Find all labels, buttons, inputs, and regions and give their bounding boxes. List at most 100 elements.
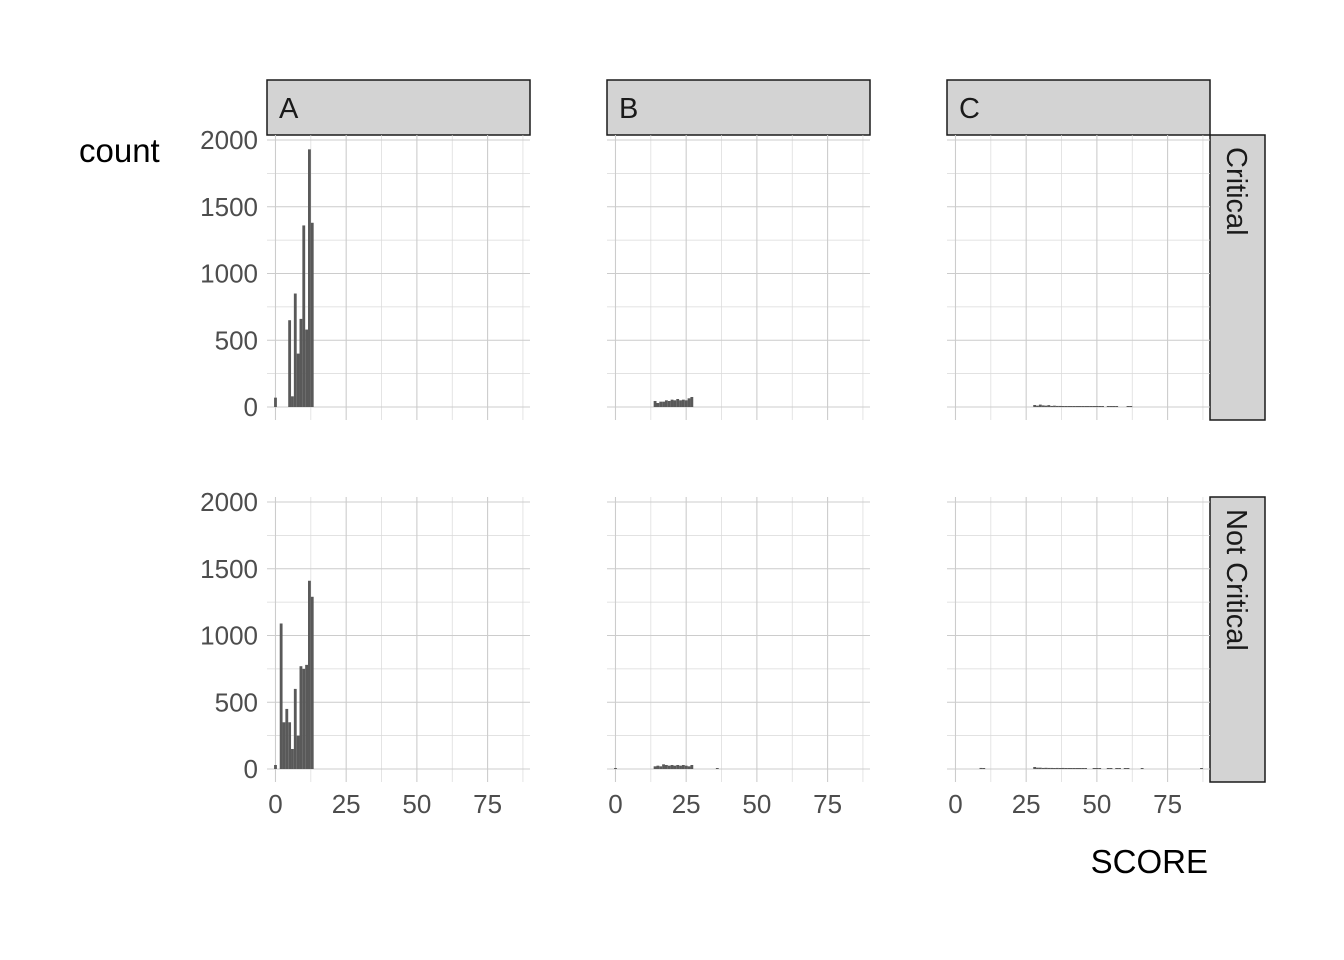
histogram-bar bbox=[1059, 406, 1062, 407]
histogram-bar bbox=[1073, 406, 1076, 407]
y-tick-label: 500 bbox=[215, 687, 258, 717]
histogram-bar bbox=[668, 766, 671, 769]
x-tick-label: 75 bbox=[473, 789, 502, 819]
histogram-bar bbox=[654, 401, 657, 407]
histogram-bar bbox=[1115, 406, 1118, 407]
panel-C-critical bbox=[947, 135, 1210, 420]
histogram-bar bbox=[665, 400, 668, 407]
histogram-bar bbox=[1110, 406, 1113, 407]
x-tick-label: 50 bbox=[402, 789, 431, 819]
y-tick-label: 1000 bbox=[200, 259, 258, 289]
histogram-bar bbox=[300, 666, 303, 769]
histogram-bar bbox=[1084, 768, 1087, 769]
histogram-bar bbox=[1118, 768, 1121, 769]
histogram-bar bbox=[1067, 768, 1070, 769]
histogram-bar bbox=[291, 396, 294, 407]
histogram-bar bbox=[1064, 406, 1067, 407]
histogram-bar bbox=[614, 768, 617, 769]
histogram-bar bbox=[685, 400, 688, 407]
histogram-bar bbox=[659, 402, 662, 407]
histogram-bar bbox=[671, 765, 674, 769]
facet-strip-B: B bbox=[607, 80, 870, 135]
y-tick-label: 0 bbox=[244, 392, 258, 422]
y-axis-title: count bbox=[79, 132, 160, 169]
histogram-bar bbox=[305, 665, 308, 769]
histogram-bar bbox=[1070, 768, 1073, 769]
facet-strip-label: C bbox=[959, 93, 980, 125]
histogram-bar bbox=[302, 669, 305, 769]
histogram-bar bbox=[654, 766, 657, 769]
panel-A-critical bbox=[267, 135, 530, 420]
histogram-bar bbox=[1079, 768, 1082, 769]
row-strip-critical: Critical bbox=[1210, 135, 1265, 420]
histogram-bar bbox=[285, 709, 288, 769]
histogram-bar bbox=[982, 768, 985, 769]
histogram-bar bbox=[662, 402, 665, 407]
histogram-bar bbox=[280, 623, 283, 769]
histogram-bar bbox=[685, 766, 688, 769]
histogram-bar bbox=[1053, 406, 1056, 407]
histogram-bar bbox=[673, 400, 676, 407]
histogram-bar bbox=[302, 225, 305, 407]
histogram-bar bbox=[1033, 405, 1036, 407]
histogram-bar bbox=[676, 765, 679, 769]
x-tick-label: 25 bbox=[332, 789, 361, 819]
histogram-bar bbox=[1127, 406, 1130, 407]
histogram-bar bbox=[283, 722, 286, 769]
histogram-bar bbox=[1053, 768, 1056, 769]
histogram-bar bbox=[1039, 405, 1042, 407]
facet-strip-A: A bbox=[267, 80, 530, 135]
histogram-bar bbox=[300, 319, 303, 407]
histogram-bar bbox=[659, 766, 662, 769]
histogram-bar bbox=[665, 765, 668, 769]
histogram-bar bbox=[673, 766, 676, 769]
histogram-bar bbox=[1064, 768, 1067, 769]
histogram-bar bbox=[688, 398, 691, 407]
y-tick-label: 0 bbox=[244, 754, 258, 784]
histogram-bar bbox=[1047, 768, 1050, 769]
histogram-bar bbox=[1047, 405, 1050, 407]
y-tick-label: 1500 bbox=[200, 192, 258, 222]
x-tick-label: 25 bbox=[1012, 789, 1041, 819]
histogram-bar bbox=[1101, 406, 1104, 407]
histogram-bar bbox=[294, 689, 297, 769]
histogram-bar bbox=[1129, 406, 1132, 407]
histogram-bar bbox=[1098, 768, 1101, 769]
histogram-bar bbox=[1045, 406, 1048, 407]
panel-B-critical bbox=[607, 135, 870, 420]
histogram-bar bbox=[274, 765, 277, 769]
histogram-bar bbox=[311, 223, 314, 407]
histogram-bar bbox=[679, 400, 682, 407]
y-tick-label: 2000 bbox=[200, 487, 258, 517]
histogram-bar bbox=[1090, 406, 1093, 407]
histogram-bar bbox=[1050, 768, 1053, 769]
histogram-bar bbox=[1141, 768, 1144, 769]
histogram-bar bbox=[1084, 406, 1087, 407]
histogram-bar bbox=[1095, 768, 1098, 769]
histogram-bar bbox=[1081, 768, 1084, 769]
histogram-bar bbox=[1110, 768, 1113, 769]
x-tick-label: 75 bbox=[1153, 789, 1182, 819]
histogram-bar bbox=[1042, 768, 1045, 769]
y-tick-label: 1000 bbox=[200, 621, 258, 651]
histogram-bar bbox=[1115, 768, 1118, 769]
histogram-bar bbox=[1107, 768, 1110, 769]
histogram-bar bbox=[1093, 406, 1096, 407]
histogram-bar bbox=[308, 149, 311, 407]
x-tick-label: 50 bbox=[742, 789, 771, 819]
histogram-bar bbox=[662, 764, 665, 769]
histogram-bar bbox=[294, 294, 297, 407]
histogram-bar bbox=[1200, 768, 1203, 769]
row-strip-label: Critical bbox=[1220, 147, 1252, 236]
histogram-bar bbox=[308, 581, 311, 769]
histogram-bar bbox=[288, 722, 291, 769]
panel-B-not-critical bbox=[607, 497, 870, 782]
histogram-bar bbox=[1076, 768, 1079, 769]
x-tick-label: 25 bbox=[672, 789, 701, 819]
x-tick-label: 75 bbox=[813, 789, 842, 819]
histogram-bar bbox=[1093, 768, 1096, 769]
histogram-bar bbox=[656, 403, 659, 407]
histogram-bar bbox=[1036, 768, 1039, 769]
histogram-bar bbox=[274, 398, 277, 407]
